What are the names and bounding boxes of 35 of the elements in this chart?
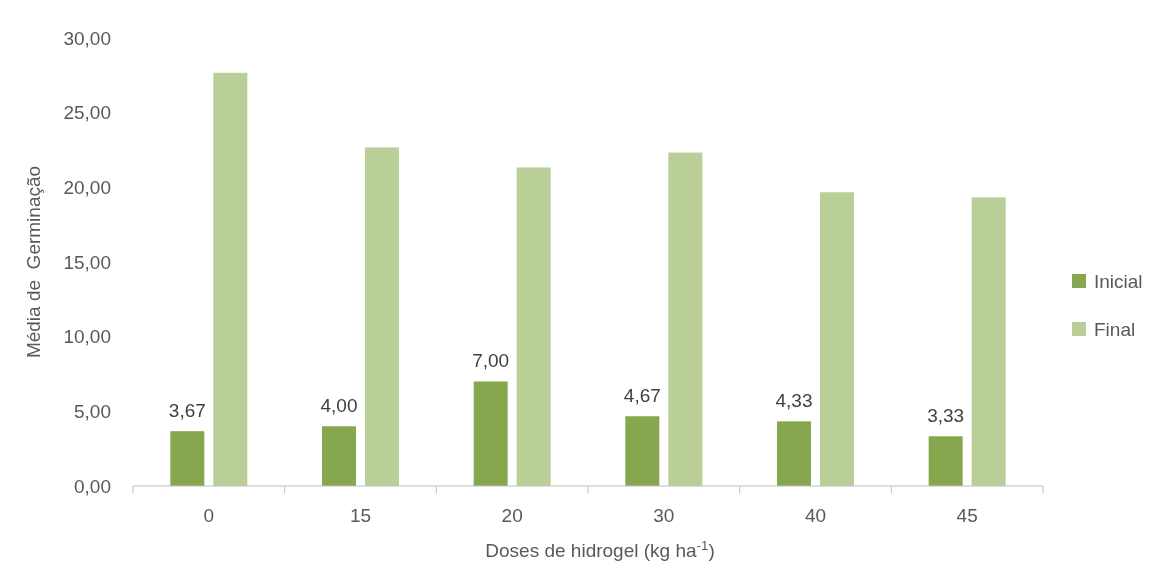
bar — [365, 147, 399, 486]
x-tick-label: 20 — [501, 505, 523, 526]
legend-label: Inicial — [1094, 270, 1143, 292]
x-tick-label: 40 — [804, 505, 827, 526]
data-label: 4,33 — [775, 390, 813, 412]
bar — [777, 421, 811, 486]
y-tick-label: 10,00 — [63, 326, 111, 348]
bar — [213, 72, 248, 486]
data-label: 4,67 — [623, 385, 661, 407]
y-tick-label: 15,00 — [63, 251, 111, 273]
data-label: 4,00 — [320, 395, 358, 417]
y-tick-label: 20,00 — [63, 176, 111, 198]
bar — [625, 416, 660, 486]
y-axis-title: Média de Germinação — [23, 165, 44, 359]
bar — [473, 381, 508, 486]
data-label: 3,33 — [927, 405, 965, 427]
bar — [971, 197, 1006, 486]
x-tick-label: 0 — [203, 505, 215, 526]
data-label: 3,67 — [168, 400, 206, 422]
y-tick-label: 0,00 — [74, 475, 111, 497]
bar — [170, 431, 205, 486]
bar — [516, 167, 551, 486]
x-axis-title: Doses de hidrogel (kg ha$^{-1}$) — [485, 537, 715, 561]
bar — [668, 152, 703, 486]
bar — [322, 426, 356, 486]
x-tick-label: 30 — [653, 505, 675, 526]
bar — [928, 436, 963, 486]
data-label: 7,00 — [472, 350, 510, 372]
legend-label: Final — [1094, 318, 1136, 340]
y-tick-label: 30,00 — [63, 27, 111, 49]
x-tick-label: 15 — [349, 505, 372, 526]
y-tick-label: 5,00 — [74, 400, 111, 422]
bar — [820, 192, 854, 486]
y-tick-label: 25,00 — [63, 102, 111, 124]
x-tick-label: 45 — [956, 505, 978, 526]
